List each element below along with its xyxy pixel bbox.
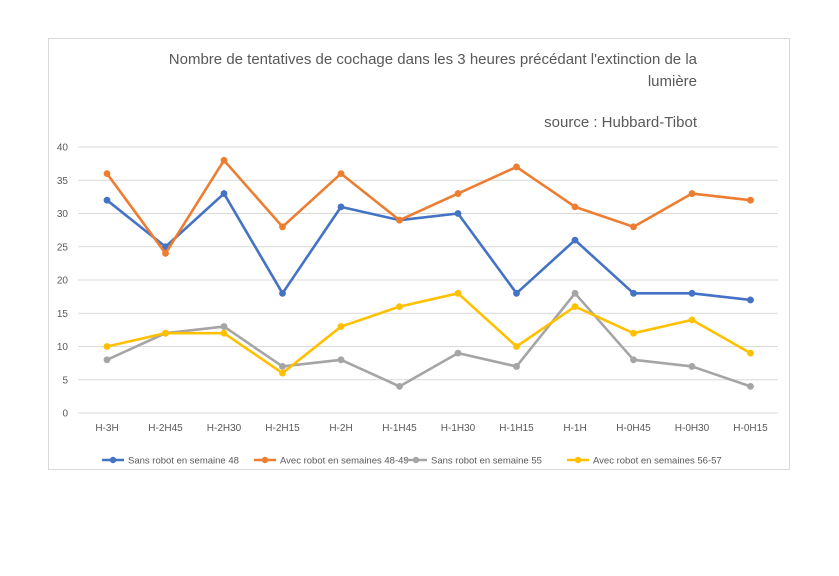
data-point <box>103 196 111 204</box>
data-point <box>630 223 637 231</box>
legend-label: Sans robot en semaine 48 <box>128 456 239 467</box>
x-tick-label: H-0H30 <box>675 423 710 434</box>
data-point <box>162 329 169 337</box>
data-point <box>103 356 111 364</box>
y-tick-label: 0 <box>62 409 68 420</box>
data-point <box>454 190 462 197</box>
legend-item-4[interactable]: Avec robot en semaines 56-57 <box>567 456 722 467</box>
data-point <box>103 343 111 350</box>
data-point <box>162 250 169 257</box>
x-tick-label: H-1H <box>563 423 586 434</box>
x-tick-label: H-2H45 <box>148 423 183 434</box>
x-tick-label: H-0H15 <box>733 423 768 434</box>
data-point <box>337 203 345 211</box>
x-tick-label: H-0H45 <box>616 423 651 434</box>
data-point <box>513 289 520 297</box>
y-axis-labels: 0 5 10 15 20 25 30 35 40 <box>57 143 69 420</box>
data-point <box>279 369 286 377</box>
y-tick-label: 5 <box>62 375 68 386</box>
legend-swatch-marker <box>109 456 117 464</box>
legend-item-2[interactable]: Avec robot en semaines 48-49 <box>254 456 409 467</box>
data-point <box>454 289 462 297</box>
data-point <box>337 356 345 364</box>
data-point <box>747 349 754 357</box>
legend-label: Sans robot en semaine 55 <box>431 456 542 467</box>
chart-subtitle: source : Hubbard-Tibot <box>544 114 698 131</box>
series-3 <box>103 289 754 390</box>
y-tick-label: 15 <box>57 309 69 320</box>
series-line <box>105 291 752 388</box>
gridlines <box>78 146 778 414</box>
data-point <box>571 289 579 297</box>
data-point <box>747 196 754 204</box>
data-point <box>103 170 111 178</box>
x-tick-label: H-3H <box>95 423 118 434</box>
data-point <box>454 210 462 217</box>
data-point <box>220 329 228 337</box>
data-point <box>630 289 637 297</box>
series-group <box>103 156 754 390</box>
data-point <box>747 383 754 390</box>
data-point <box>571 303 579 310</box>
data-point <box>513 363 520 370</box>
x-tick-label: H-2H30 <box>207 423 242 434</box>
data-point <box>337 323 345 330</box>
legend-swatch-marker <box>574 456 582 464</box>
legend-item-1[interactable]: Sans robot en semaine 48 <box>102 456 239 467</box>
legend-swatch-marker <box>261 456 269 464</box>
data-point <box>396 383 403 390</box>
legend-item-3[interactable]: Sans robot en semaine 55 <box>405 456 542 467</box>
series-line <box>105 159 752 255</box>
y-tick-label: 30 <box>57 209 69 220</box>
chart-frame <box>48 38 790 470</box>
data-point <box>454 349 462 357</box>
data-point <box>220 323 228 330</box>
data-point <box>279 363 286 370</box>
y-tick-label: 10 <box>57 342 69 353</box>
series-4 <box>103 289 754 377</box>
legend[interactable]: Sans robot en semaine 48 Avec robot en se… <box>102 456 722 467</box>
x-axis-labels: H-3H H-2H45 H-2H30 H-2H15 H-2H H-1H45 H-1H30 H-… <box>95 423 768 434</box>
legend-label: Avec robot en semaines 48-49 <box>280 456 409 467</box>
x-tick-label: H-2H15 <box>265 423 300 434</box>
data-point <box>630 329 637 337</box>
x-tick-label: H-2H <box>329 423 352 434</box>
data-point <box>571 203 579 211</box>
series-2 <box>103 156 754 257</box>
y-tick-label: 40 <box>57 143 69 154</box>
data-point <box>220 190 228 197</box>
data-point <box>571 236 579 244</box>
data-point <box>396 303 403 310</box>
y-tick-label: 20 <box>57 276 69 287</box>
series-line <box>105 291 752 375</box>
data-point <box>513 343 520 350</box>
x-tick-label: H-1H15 <box>499 423 534 434</box>
y-tick-label: 35 <box>57 176 69 187</box>
data-point <box>688 190 696 197</box>
chart-title-line1: Nombre de tentatives de cochage dans les… <box>169 51 698 68</box>
x-tick-label: H-1H45 <box>382 423 417 434</box>
data-point <box>513 163 520 171</box>
data-point <box>220 156 228 164</box>
data-point <box>279 223 286 231</box>
data-point <box>688 363 696 370</box>
data-point <box>337 170 345 178</box>
legend-swatch-marker <box>412 456 420 464</box>
data-point <box>396 216 403 224</box>
legend-label: Avec robot en semaines 56-57 <box>593 456 722 467</box>
chart-title-line2: lumière <box>648 73 697 90</box>
data-point <box>688 289 696 297</box>
data-point <box>279 289 286 297</box>
data-point <box>747 296 754 304</box>
x-tick-label: H-1H30 <box>441 423 476 434</box>
data-point <box>630 356 637 364</box>
series-line <box>105 192 752 302</box>
data-point <box>688 316 696 324</box>
y-tick-label: 25 <box>57 242 69 253</box>
